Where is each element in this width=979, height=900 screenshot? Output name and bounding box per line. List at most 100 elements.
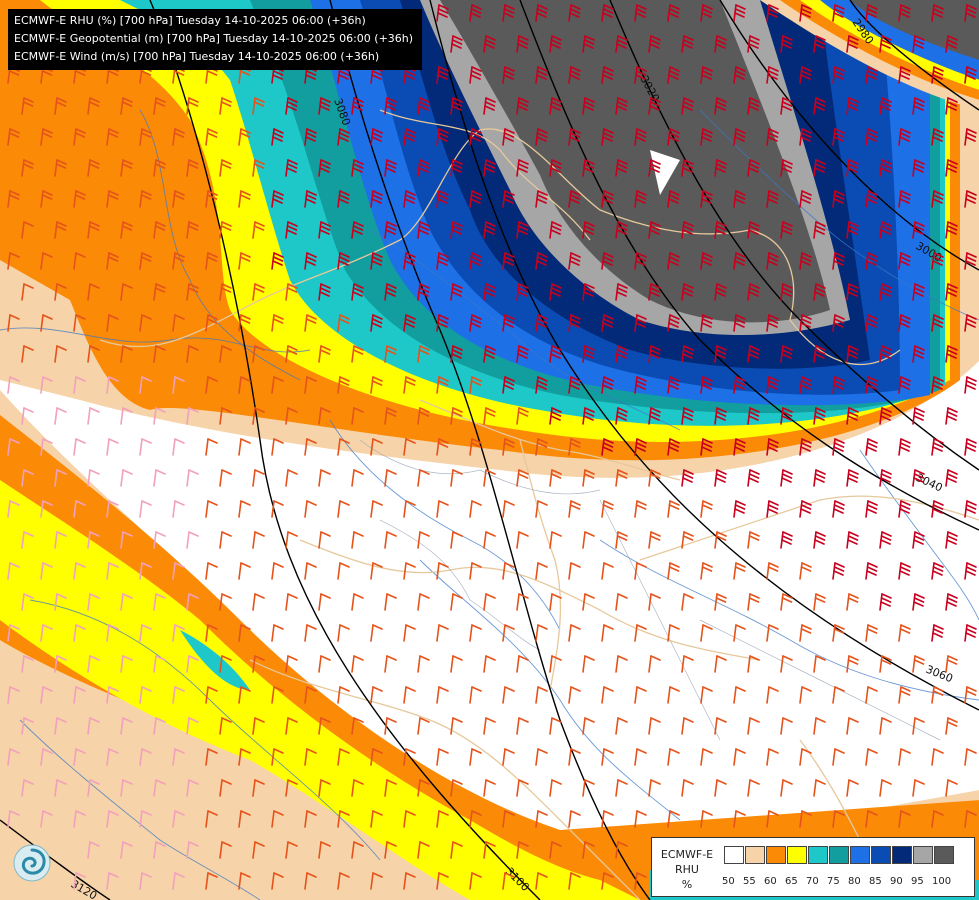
wind-barb	[271, 872, 284, 890]
wind-barb	[186, 221, 199, 239]
barb-staff	[186, 841, 190, 859]
barb-feather	[319, 229, 330, 235]
barb-feather	[833, 384, 844, 390]
barb-feather	[320, 655, 331, 661]
wind-barb	[120, 717, 133, 735]
barb-feather	[452, 717, 463, 723]
barb-feather	[616, 101, 628, 107]
barb-feather	[517, 229, 528, 235]
barb-feather	[353, 779, 364, 785]
wind-barb	[516, 35, 529, 53]
barb-feather	[815, 97, 826, 103]
wind-barb	[582, 779, 595, 797]
barb-feather	[286, 167, 297, 173]
barb-feather	[536, 136, 547, 142]
barb-staff	[73, 500, 77, 518]
barb-staff	[40, 500, 44, 518]
barb-feather	[584, 469, 595, 475]
barb-feather	[89, 345, 100, 351]
wind-barb	[681, 717, 694, 735]
barb-staff	[7, 686, 11, 704]
barb-feather	[207, 500, 218, 506]
wind-barb	[964, 500, 977, 518]
barb-feather	[353, 717, 364, 723]
barb-staff	[879, 655, 883, 673]
barb-feather	[386, 469, 397, 475]
barb-feather	[867, 438, 878, 444]
wind-barb	[766, 748, 779, 766]
wind-barb	[186, 407, 199, 425]
wind-barb	[483, 345, 496, 363]
barb-feather	[880, 167, 891, 173]
wind-barb	[285, 593, 298, 611]
barb-feather	[899, 446, 910, 452]
wind-barb	[865, 128, 878, 146]
wind-barb	[483, 469, 496, 487]
barb-feather	[649, 473, 661, 479]
barb-feather	[584, 159, 595, 165]
barb-feather	[932, 380, 944, 386]
wind-barb	[370, 562, 383, 580]
barb-staff	[186, 221, 190, 239]
barb-feather	[9, 810, 20, 816]
barb-feather	[240, 376, 251, 382]
barb-feather	[965, 384, 976, 390]
barb-feather	[306, 562, 317, 568]
wind-barb	[634, 748, 647, 766]
barb-feather	[372, 190, 383, 196]
barb-feather	[9, 252, 20, 258]
wind-barb	[417, 159, 430, 177]
barb-feather	[932, 566, 944, 572]
barb-feather	[716, 717, 727, 723]
wind-barb	[172, 438, 185, 456]
barb-feather	[220, 101, 232, 107]
wind-barb	[648, 407, 661, 425]
barb-feather	[320, 841, 331, 847]
barb-feather	[418, 105, 429, 111]
barb-staff	[648, 717, 652, 735]
barb-feather	[173, 132, 185, 138]
wind-barb	[733, 190, 746, 208]
barb-staff	[535, 562, 539, 580]
barb-staff	[384, 593, 388, 611]
barb-staff	[766, 810, 770, 828]
barb-feather	[287, 283, 298, 289]
barb-feather	[536, 318, 548, 324]
barb-feather	[484, 353, 495, 359]
barb-feather	[749, 469, 760, 475]
barb-feather	[305, 318, 317, 324]
barb-feather	[537, 562, 548, 568]
barb-feather	[339, 748, 350, 754]
barb-staff	[436, 376, 440, 394]
barb-staff	[271, 500, 275, 518]
barb-feather	[965, 70, 977, 76]
barb-feather	[484, 349, 496, 355]
barb-staff	[483, 655, 487, 673]
wind-barb	[535, 190, 548, 208]
wind-barb	[318, 469, 331, 487]
wind-barb	[766, 190, 779, 208]
wind-barb	[318, 221, 331, 239]
barb-feather	[815, 407, 826, 413]
barb-staff	[153, 283, 157, 301]
barb-feather	[900, 376, 911, 382]
barb-staff	[73, 624, 77, 642]
wind-barb	[483, 531, 496, 549]
barb-feather	[504, 128, 515, 134]
barb-feather	[320, 531, 331, 537]
barb-feather	[966, 314, 977, 320]
barb-feather	[913, 39, 925, 45]
barb-feather	[273, 748, 284, 754]
wind-barb	[337, 810, 350, 828]
barb-feather	[650, 779, 661, 785]
barb-feather	[947, 469, 958, 475]
barb-feather	[254, 841, 265, 847]
wind-barb	[898, 190, 911, 208]
barb-staff	[285, 283, 289, 301]
barb-feather	[899, 194, 911, 200]
barb-feather	[616, 287, 628, 293]
barb-feather	[584, 221, 595, 227]
wind-barb	[351, 345, 364, 363]
wind-barb	[370, 810, 383, 828]
barb-feather	[89, 469, 100, 475]
